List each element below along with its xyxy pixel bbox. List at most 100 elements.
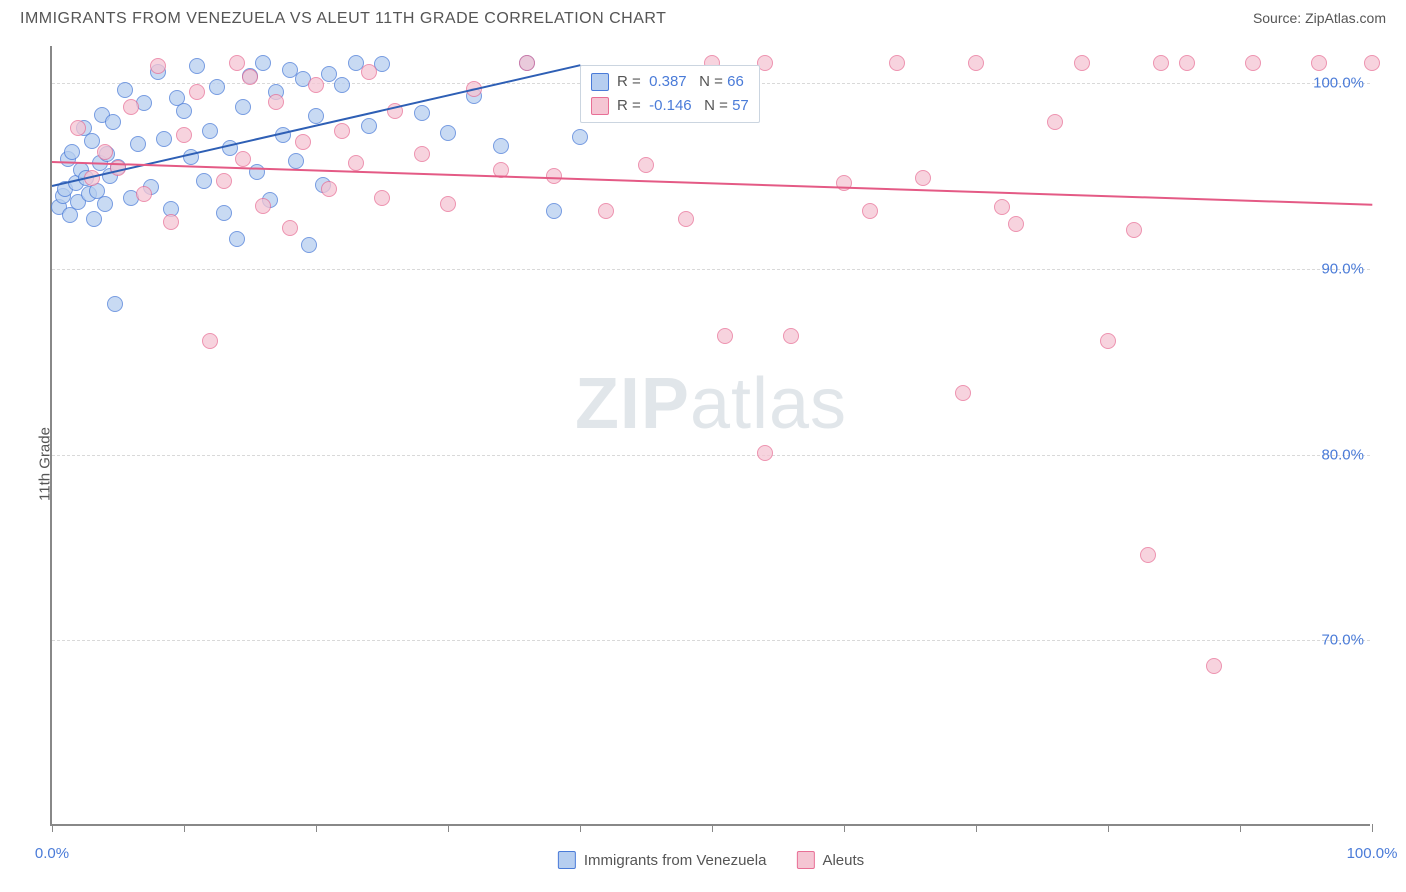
data-point bbox=[123, 99, 139, 115]
data-point bbox=[1047, 114, 1063, 130]
data-point bbox=[1008, 216, 1024, 232]
data-point bbox=[836, 175, 852, 191]
x-tick bbox=[184, 824, 185, 832]
gridline bbox=[52, 455, 1370, 456]
y-tick-label: 80.0% bbox=[1321, 446, 1364, 463]
data-point bbox=[374, 190, 390, 206]
x-tick-label: 100.0% bbox=[1347, 845, 1398, 862]
legend-swatch bbox=[591, 73, 609, 91]
data-point bbox=[1153, 55, 1169, 71]
data-point bbox=[301, 237, 317, 253]
data-point bbox=[255, 198, 271, 214]
data-point bbox=[717, 328, 733, 344]
chart-container: 11th Grade ZIPatlas 70.0%80.0%90.0%100.0… bbox=[0, 36, 1406, 891]
data-point bbox=[97, 144, 113, 160]
legend-label: Immigrants from Venezuela bbox=[584, 852, 767, 869]
y-tick-label: 70.0% bbox=[1321, 632, 1364, 649]
data-point bbox=[348, 155, 364, 171]
data-point bbox=[1126, 222, 1142, 238]
stats-legend: R = 0.387 N = 66R = -0.146 N = 57 bbox=[580, 65, 760, 123]
data-point bbox=[440, 196, 456, 212]
data-point bbox=[638, 157, 654, 173]
data-point bbox=[889, 55, 905, 71]
data-point bbox=[414, 105, 430, 121]
data-point bbox=[1206, 658, 1222, 674]
data-point bbox=[783, 328, 799, 344]
legend-swatch bbox=[558, 851, 576, 869]
data-point bbox=[288, 153, 304, 169]
data-point bbox=[414, 146, 430, 162]
stats-legend-row: R = -0.146 N = 57 bbox=[591, 94, 749, 118]
data-point bbox=[105, 114, 121, 130]
data-point bbox=[176, 127, 192, 143]
x-tick bbox=[1372, 824, 1373, 832]
gridline bbox=[52, 269, 1370, 270]
data-point bbox=[1074, 55, 1090, 71]
data-point bbox=[216, 205, 232, 221]
data-point bbox=[440, 125, 456, 141]
data-point bbox=[308, 77, 324, 93]
legend-swatch bbox=[796, 851, 814, 869]
x-tick bbox=[52, 824, 53, 832]
data-point bbox=[915, 170, 931, 186]
data-point bbox=[235, 151, 251, 167]
data-point bbox=[202, 123, 218, 139]
data-point bbox=[196, 173, 212, 189]
data-point bbox=[176, 103, 192, 119]
stats-legend-text: R = -0.146 N = 57 bbox=[617, 94, 749, 118]
data-point bbox=[130, 136, 146, 152]
data-point bbox=[86, 211, 102, 227]
data-point bbox=[1100, 333, 1116, 349]
data-point bbox=[862, 203, 878, 219]
data-point bbox=[955, 385, 971, 401]
data-point bbox=[202, 333, 218, 349]
data-point bbox=[150, 58, 166, 74]
data-point bbox=[598, 203, 614, 219]
data-point bbox=[519, 55, 535, 71]
x-tick bbox=[448, 824, 449, 832]
data-point bbox=[1364, 55, 1380, 71]
watermark-rest: atlas bbox=[690, 364, 847, 444]
y-tick-label: 100.0% bbox=[1313, 75, 1364, 92]
data-point bbox=[282, 220, 298, 236]
trendline bbox=[52, 161, 1372, 206]
plot-area: ZIPatlas 70.0%80.0%90.0%100.0% 0.0%100.0… bbox=[50, 46, 1370, 826]
data-point bbox=[968, 55, 984, 71]
data-point bbox=[546, 168, 562, 184]
legend-label: Aleuts bbox=[822, 852, 864, 869]
x-tick bbox=[1108, 824, 1109, 832]
data-point bbox=[235, 99, 251, 115]
x-tick bbox=[580, 824, 581, 832]
y-tick-label: 90.0% bbox=[1321, 260, 1364, 277]
bottom-legend: Immigrants from Venezuela Aleuts bbox=[558, 851, 864, 869]
x-tick-label: 0.0% bbox=[35, 845, 69, 862]
data-point bbox=[189, 84, 205, 100]
stats-legend-text: R = 0.387 N = 66 bbox=[617, 70, 744, 94]
x-tick bbox=[976, 824, 977, 832]
header: IMMIGRANTS FROM VENEZUELA VS ALEUT 11TH … bbox=[0, 0, 1406, 36]
data-point bbox=[678, 211, 694, 227]
data-point bbox=[994, 199, 1010, 215]
data-point bbox=[546, 203, 562, 219]
data-point bbox=[308, 108, 324, 124]
x-tick bbox=[844, 824, 845, 832]
data-point bbox=[216, 173, 232, 189]
data-point bbox=[163, 214, 179, 230]
data-point bbox=[136, 186, 152, 202]
data-point bbox=[1245, 55, 1261, 71]
data-point bbox=[572, 129, 588, 145]
data-point bbox=[361, 118, 377, 134]
data-point bbox=[757, 445, 773, 461]
data-point bbox=[117, 82, 133, 98]
data-point bbox=[229, 55, 245, 71]
data-point bbox=[295, 134, 311, 150]
data-point bbox=[334, 123, 350, 139]
data-point bbox=[156, 131, 172, 147]
data-point bbox=[1179, 55, 1195, 71]
legend-swatch bbox=[591, 97, 609, 115]
data-point bbox=[107, 296, 123, 312]
data-point bbox=[361, 64, 377, 80]
data-point bbox=[255, 55, 271, 71]
watermark: ZIPatlas bbox=[575, 363, 847, 445]
bottom-legend-item: Aleuts bbox=[796, 851, 864, 869]
